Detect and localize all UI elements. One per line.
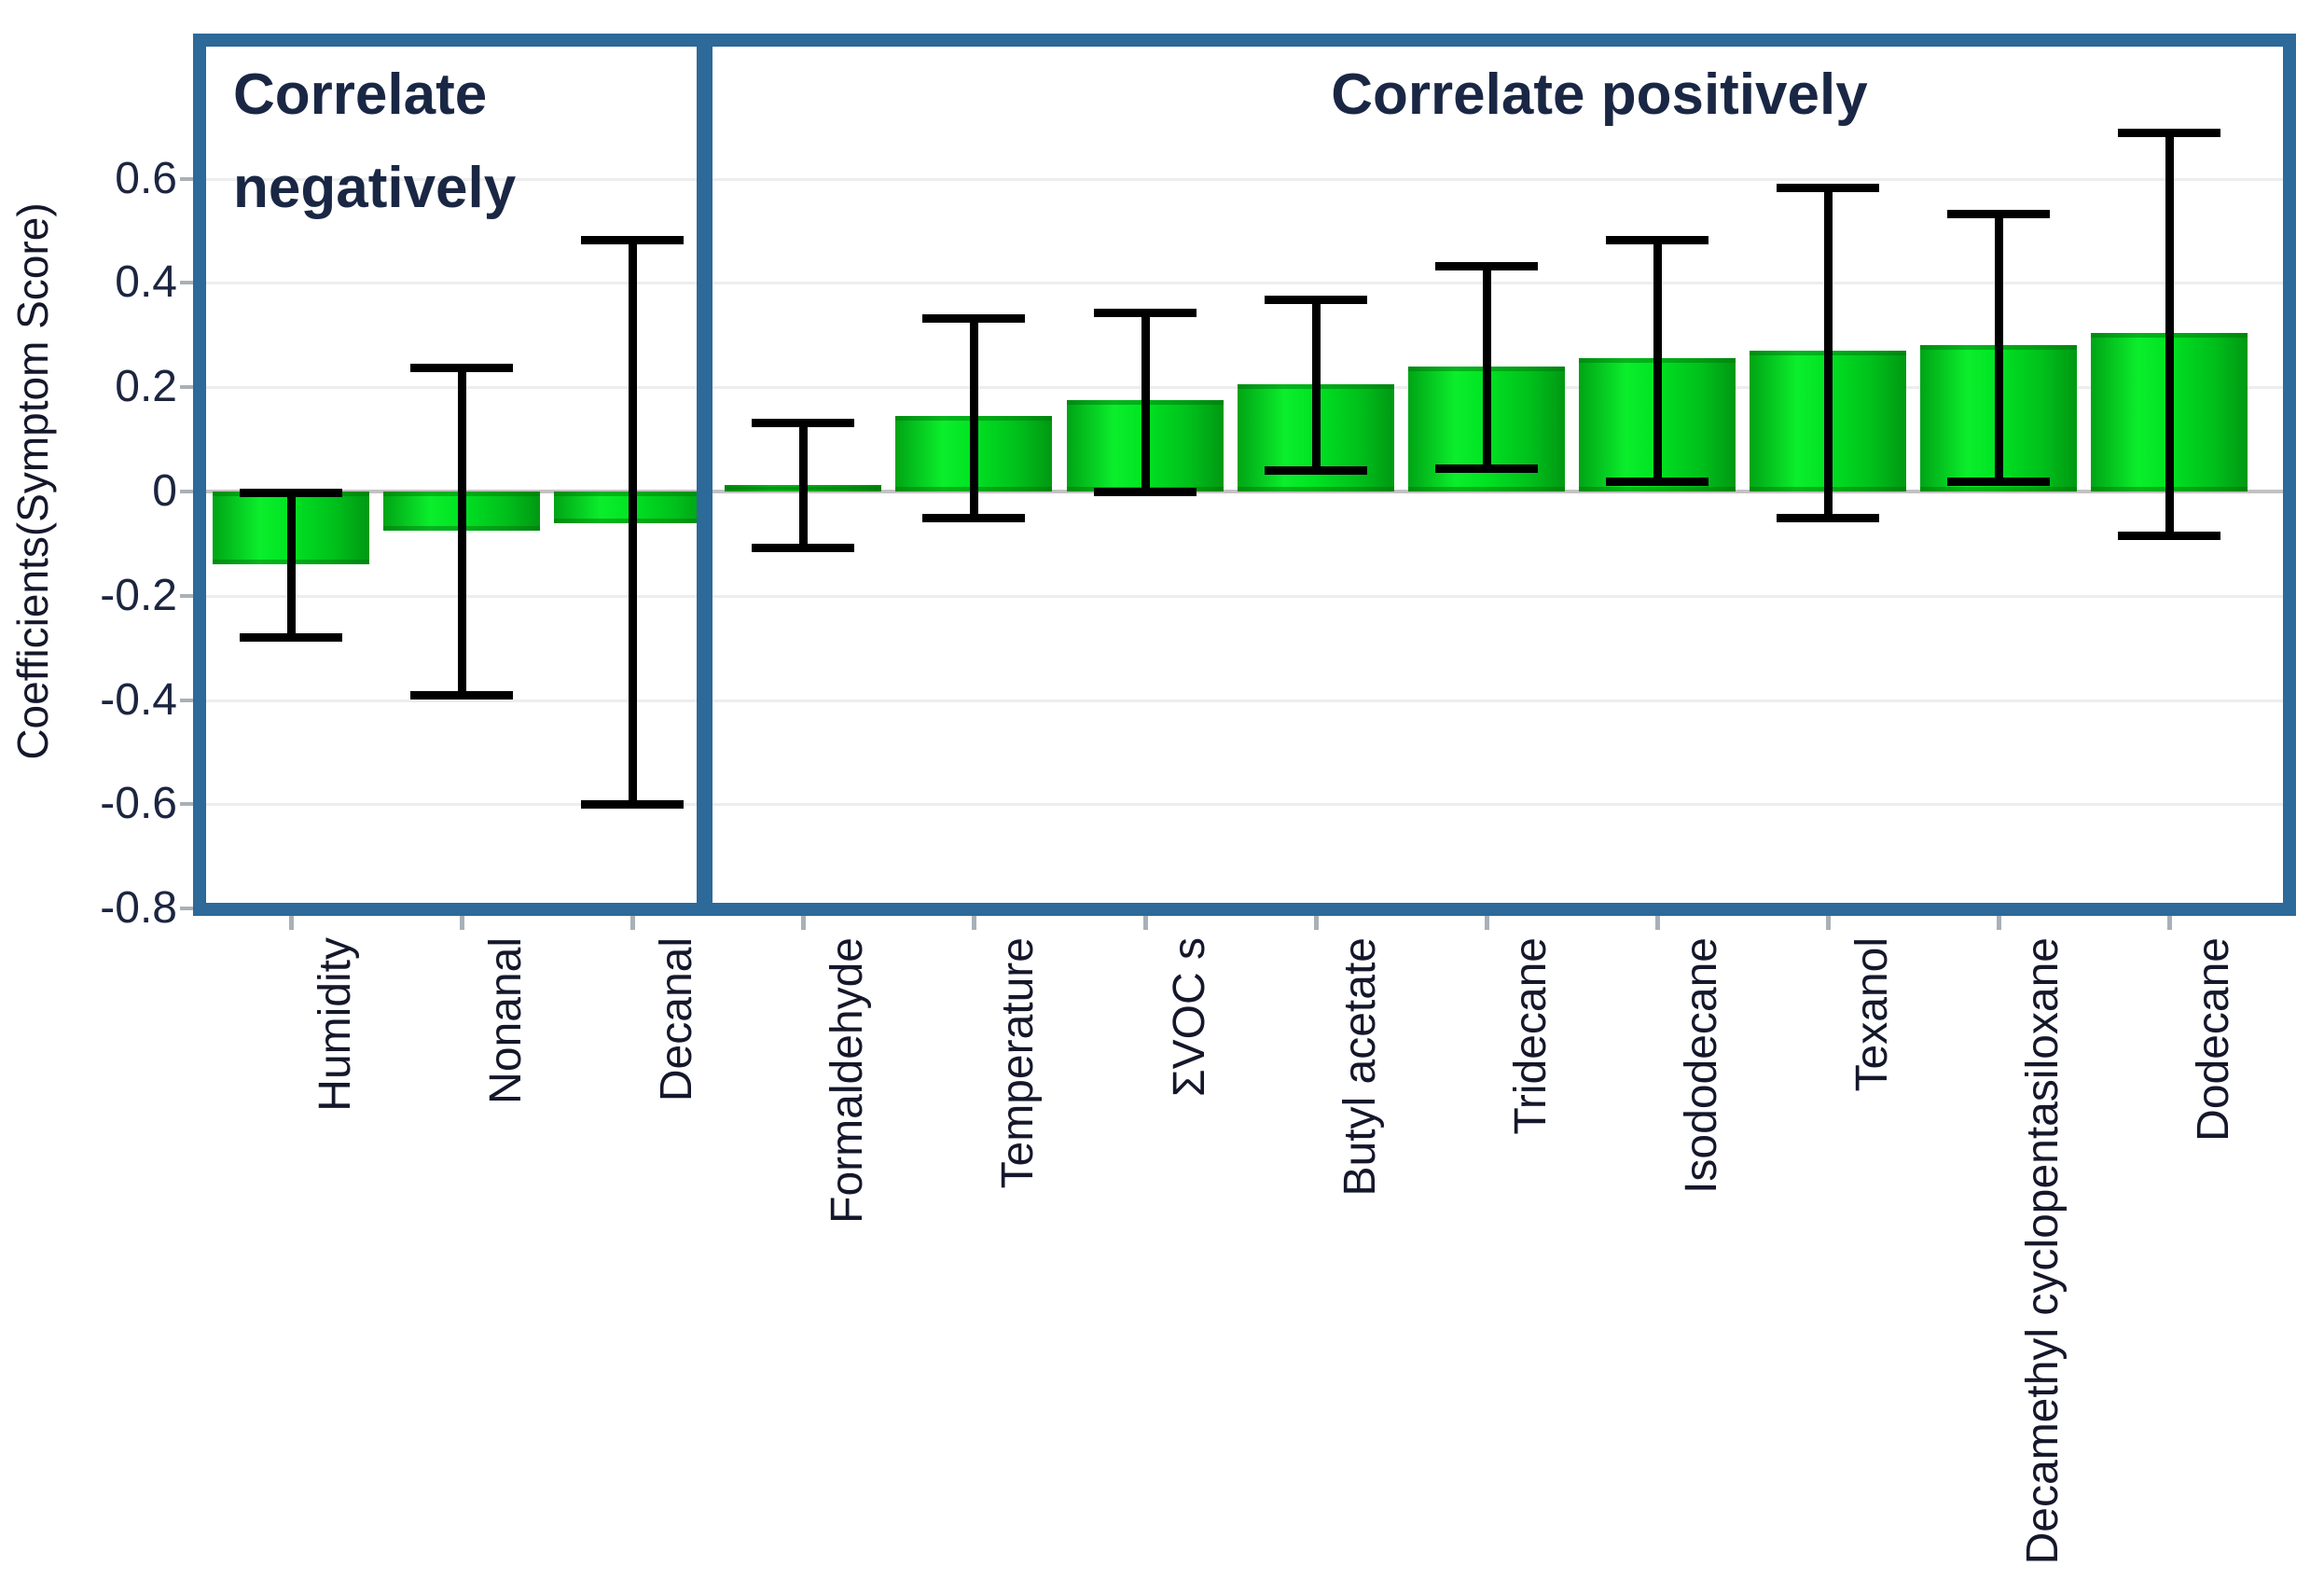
section-divider: [697, 34, 712, 916]
x-tick-mark: [460, 916, 464, 930]
x-label-nonanal: Nonanal: [481, 937, 531, 1104]
error-cap-upper-voc-s: [1094, 309, 1197, 317]
x-label-butyl-acetate: Butyl acetate: [1335, 937, 1385, 1197]
x-tick-mark: [801, 916, 806, 930]
error-cap-lower-butyl-acetate: [1265, 466, 1367, 475]
x-label-temperature: Temperature: [993, 937, 1043, 1189]
error-cap-lower-formaldehyde: [752, 544, 854, 552]
error-cap-lower-temperature: [922, 514, 1025, 522]
error-bar-formaldehyde: [798, 419, 808, 550]
x-tick-mark: [2167, 916, 2172, 930]
error-cap-lower-nonanal: [410, 691, 513, 699]
y-tick-mark: [180, 281, 193, 284]
y-tick-mark: [180, 802, 193, 806]
x-label-isododecane: Isododecane: [1677, 937, 1726, 1194]
gridline--0.6: [206, 803, 2283, 806]
gridline--0.4: [206, 699, 2283, 702]
error-cap-lower-decanal: [581, 800, 684, 809]
section-title-positive: Correlate positively: [1331, 62, 1868, 127]
x-tick-mark: [1655, 916, 1660, 930]
x-label-tridecane: Tridecane: [1506, 937, 1556, 1135]
error-cap-lower-humidity: [240, 633, 342, 642]
error-bar-decamethyl-cyclopentasiloxane: [1994, 210, 2003, 484]
x-tick-mark: [1485, 916, 1489, 930]
x-label-texanol: Texanol: [1847, 937, 1897, 1092]
x-tick-mark: [1314, 916, 1319, 930]
y-tick-label: 0: [152, 466, 177, 516]
error-bar-nonanal: [457, 364, 466, 698]
y-tick-mark: [180, 385, 193, 389]
section-title-negative: Correlate negatively: [233, 62, 517, 221]
error-cap-upper-texanol: [1777, 184, 1879, 192]
x-tick-mark: [630, 916, 635, 930]
gridline-0.6: [206, 178, 2283, 181]
y-tick-label: -0.6: [100, 779, 177, 828]
error-bar-dodecane: [2165, 129, 2174, 538]
error-bar-texanol: [1823, 184, 1833, 520]
error-bar-voc-s: [1141, 309, 1150, 494]
error-cap-upper-decamethyl-cyclopentasiloxane: [1947, 210, 2050, 218]
error-cap-upper-tridecane: [1435, 262, 1538, 270]
y-tick-mark: [180, 699, 193, 702]
error-bar-tridecane: [1482, 262, 1491, 471]
error-bar-decanal: [628, 236, 637, 807]
x-label-decamethyl-cyclopentasiloxane: Decamethyl cyclopentasiloxane: [2018, 937, 2068, 1565]
y-tick-mark: [180, 907, 193, 910]
y-tick-label: 0.4: [115, 257, 177, 307]
y-tick-label: 0.2: [115, 362, 177, 411]
x-label-decanal: Decanal: [652, 937, 701, 1102]
y-tick-label: -0.2: [100, 571, 177, 620]
error-cap-lower-decamethyl-cyclopentasiloxane: [1947, 478, 2050, 486]
error-bar-butyl-acetate: [1311, 296, 1321, 473]
y-tick-mark: [180, 490, 193, 493]
error-bar-temperature: [969, 314, 978, 520]
error-bar-humidity: [286, 489, 296, 640]
error-cap-lower-texanol: [1777, 514, 1879, 522]
y-tick-mark: [180, 594, 193, 598]
error-cap-upper-dodecane: [2118, 129, 2220, 137]
x-label-formaldehyde: Formaldehyde: [823, 937, 872, 1224]
error-cap-upper-formaldehyde: [752, 419, 854, 427]
x-tick-mark: [1826, 916, 1831, 930]
gridline-0.4: [206, 282, 2283, 284]
error-cap-lower-dodecane: [2118, 532, 2220, 540]
error-cap-upper-humidity: [240, 489, 342, 497]
error-cap-upper-decanal: [581, 236, 684, 244]
x-label-dodecane: Dodecane: [2189, 937, 2238, 1142]
x-tick-mark: [289, 916, 294, 930]
error-cap-lower-voc-s: [1094, 488, 1197, 496]
y-tick-label: -0.8: [100, 883, 177, 933]
gridline--0.2: [206, 595, 2283, 598]
y-tick-label: -0.4: [100, 675, 177, 725]
x-tick-mark: [1143, 916, 1148, 930]
x-label-voc-s: ΣVOC s: [1165, 937, 1214, 1098]
x-tick-mark: [972, 916, 976, 930]
error-cap-upper-isododecane: [1606, 236, 1708, 244]
y-tick-mark: [180, 177, 193, 181]
y-tick-label: 0.6: [115, 154, 177, 203]
error-cap-lower-isododecane: [1606, 478, 1708, 486]
error-cap-upper-nonanal: [410, 364, 513, 372]
x-label-humidity: Humidity: [311, 937, 360, 1112]
x-tick-mark: [1997, 916, 2001, 930]
zero-gridline: [206, 490, 2283, 493]
error-bar-isododecane: [1653, 236, 1662, 484]
error-cap-upper-butyl-acetate: [1265, 296, 1367, 304]
error-cap-upper-temperature: [922, 314, 1025, 323]
error-cap-lower-tridecane: [1435, 464, 1538, 473]
